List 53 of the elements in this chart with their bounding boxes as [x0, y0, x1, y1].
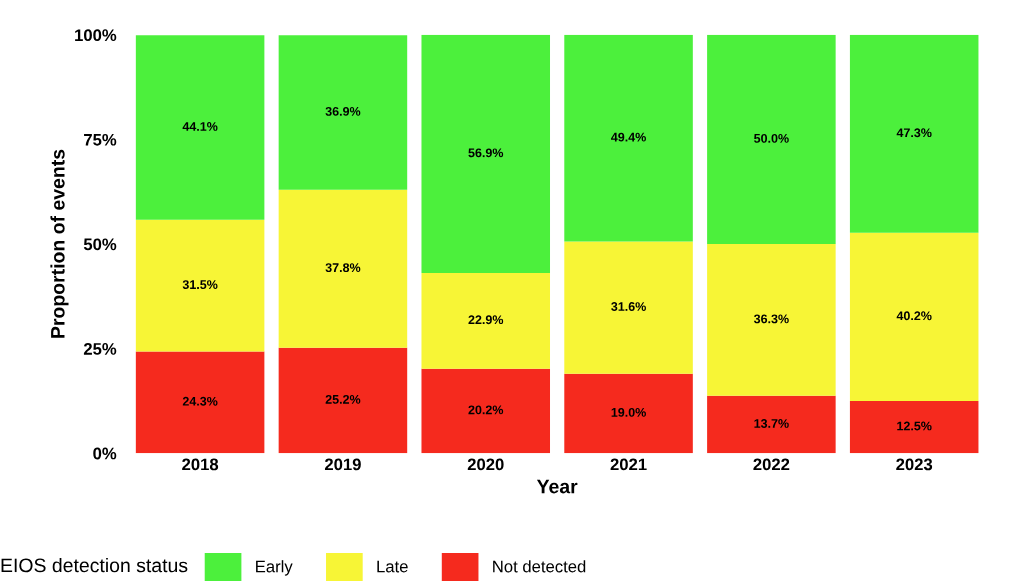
data-label: 31.5% [182, 280, 218, 290]
data-label: 56.9% [468, 148, 504, 158]
y-tick-label: 50% [83, 238, 117, 251]
bar [421, 34, 551, 273]
x-tick-label: 2022 [753, 458, 790, 471]
bar [421, 272, 551, 369]
x-tick-label: 2023 [896, 458, 933, 471]
bar [278, 35, 408, 190]
bar [421, 368, 551, 454]
data-label: 19.0% [611, 407, 646, 417]
bar [564, 373, 693, 454]
data-label: 37.8% [325, 263, 361, 273]
data-label: 31.6% [611, 302, 646, 311]
bar [849, 34, 979, 233]
y-tick-label: 100% [75, 29, 117, 42]
x-tick-label: 2018 [182, 458, 219, 471]
y-axis-title: Proportion of events [50, 149, 69, 338]
x-tick-label: 2020 [467, 458, 504, 471]
bar [278, 189, 408, 348]
bar [135, 219, 265, 352]
legend-label: Not detected [493, 560, 586, 573]
bar [564, 34, 693, 242]
data-label: 22.9% [468, 315, 504, 325]
data-label: 36.9% [325, 106, 361, 116]
bar [849, 232, 979, 401]
bar [707, 395, 836, 454]
legend-label: Late [377, 560, 408, 573]
x-axis-title: Year [536, 479, 578, 494]
bar [135, 351, 265, 454]
y-tick-label: 75% [84, 133, 117, 146]
bar [849, 400, 979, 454]
y-tick-label: 0% [93, 447, 117, 460]
data-label: 47.3% [896, 128, 932, 138]
bar [135, 35, 265, 220]
y-tick-label: 25% [83, 343, 117, 355]
data-label: 36.3% [753, 314, 789, 324]
x-tick-label: 2021 [610, 458, 647, 471]
bar [707, 34, 836, 245]
x-tick-label: 2019 [324, 458, 361, 471]
data-label: 13.7% [754, 419, 789, 428]
data-label: 24.3% [182, 396, 218, 406]
data-label: 44.1% [182, 122, 218, 131]
data-label: 40.2% [896, 311, 932, 321]
bar [564, 241, 693, 374]
bar [278, 347, 408, 454]
data-label: 12.5% [897, 421, 932, 431]
data-label: 49.4% [611, 132, 646, 142]
bar [707, 244, 836, 396]
data-label: 25.2% [325, 394, 361, 404]
legend-title: EIOS detection status [1, 557, 188, 573]
data-label: 50.0% [754, 133, 789, 143]
legend-label: Early [256, 560, 293, 576]
data-label: 20.2% [468, 405, 504, 415]
